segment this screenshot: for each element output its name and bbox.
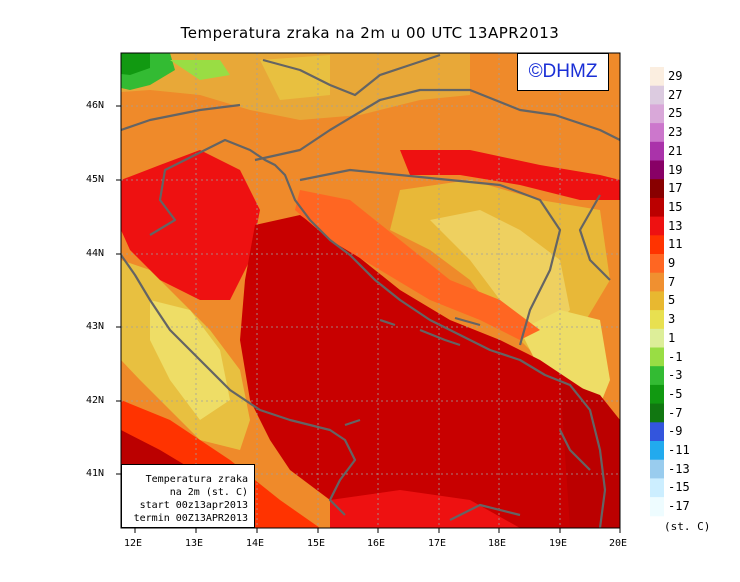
- map-frame: [120, 52, 621, 529]
- lon-label: 17E: [428, 538, 447, 549]
- legend-level-label: 11: [668, 237, 683, 252]
- lon-label: 12E: [124, 538, 143, 549]
- lat-label: 44N: [86, 248, 105, 259]
- legend-level-label: 25: [668, 106, 683, 121]
- legend-level-label: 21: [668, 143, 683, 158]
- legend-colorbar: [650, 67, 664, 517]
- legend-swatch: [650, 272, 664, 292]
- legend-level-label: -17: [668, 499, 690, 514]
- info-line: termin 00Z13APR2013: [133, 513, 248, 524]
- info-line: na 2m (st. C): [169, 487, 248, 498]
- legend-level-label: -9: [668, 424, 683, 439]
- legend-swatch: [650, 235, 664, 255]
- legend-level-label: -15: [668, 480, 690, 495]
- dhmz-logo: ©DHMZ: [517, 53, 609, 91]
- lon-label: 19E: [549, 538, 568, 549]
- lon-label: 16E: [367, 538, 386, 549]
- legend-swatch: [650, 291, 664, 311]
- lat-label: 42N: [86, 395, 105, 406]
- legend-unit: (st. C): [664, 520, 711, 533]
- info-line: start 00z13apr2013: [139, 500, 248, 511]
- north-adriatic-warm: [121, 150, 260, 300]
- legend-level-label: 9: [668, 256, 676, 270]
- lon-label: 18E: [488, 538, 507, 549]
- legend-level-label: 27: [668, 87, 683, 102]
- lat-label: 45N: [86, 174, 105, 185]
- info-line: Temperatura zraka: [145, 474, 248, 485]
- legend-swatch: [650, 160, 664, 180]
- lon-label: 13E: [185, 538, 204, 549]
- legend-swatch: [650, 123, 664, 143]
- map-title: Temperatura zraka na 2m u 00 UTC 13APR20…: [180, 24, 560, 42]
- legend-swatch: [650, 197, 664, 218]
- legend-swatch: [650, 67, 664, 87]
- legend-level-label: -13: [668, 461, 690, 476]
- legend-level-label: 3: [668, 312, 676, 327]
- legend-swatch: [650, 310, 664, 330]
- adriatic-sea: [240, 215, 620, 528]
- legend-level-label: 1: [668, 330, 676, 345]
- legend-level-label: 19: [668, 162, 683, 177]
- legend-swatch: [650, 347, 664, 367]
- axis-ticks: [116, 105, 621, 533]
- legend-level-label: 13: [668, 218, 683, 233]
- legend-level-label: 29: [668, 69, 683, 83]
- lon-label: 14E: [246, 538, 265, 549]
- legend-level-label: -5: [668, 386, 683, 401]
- legend-level-label: 15: [668, 199, 683, 214]
- legend-level-label: -1: [668, 349, 683, 364]
- legend-level-label: 7: [668, 274, 676, 289]
- legend-swatch: [650, 216, 664, 236]
- graticule: [121, 53, 620, 528]
- lat-label: 43N: [86, 321, 105, 332]
- legend-swatch: [650, 179, 664, 199]
- legend-level-label: -3: [668, 368, 683, 383]
- legend-swatch: [650, 497, 664, 517]
- legend-level-label: 5: [668, 293, 676, 308]
- legend-level-label: -11: [668, 443, 690, 457]
- lat-label: 41N: [86, 468, 105, 479]
- legend-level-label: 17: [668, 181, 683, 196]
- legend-swatch: [650, 441, 664, 461]
- legend-swatch: [650, 422, 664, 442]
- lon-label: 15E: [307, 538, 326, 549]
- legend-swatch: [650, 403, 664, 423]
- legend-swatch: [650, 384, 664, 405]
- lon-label: 20E: [609, 538, 628, 549]
- legend-swatch: [650, 254, 664, 274]
- legend-swatch: [650, 104, 664, 124]
- legend-swatch: [650, 141, 664, 161]
- legend-swatch: [650, 328, 664, 348]
- info-box: Temperatura zraka na 2m (st. C) start 00…: [121, 464, 255, 528]
- legend-swatch: [650, 459, 664, 479]
- legend-swatch: [650, 85, 664, 105]
- legend-swatch: [650, 478, 664, 498]
- legend-level-label: 23: [668, 125, 683, 140]
- legend-swatch: [650, 366, 664, 386]
- lat-label: 46N: [86, 100, 105, 111]
- legend-level-label: -7: [668, 405, 683, 420]
